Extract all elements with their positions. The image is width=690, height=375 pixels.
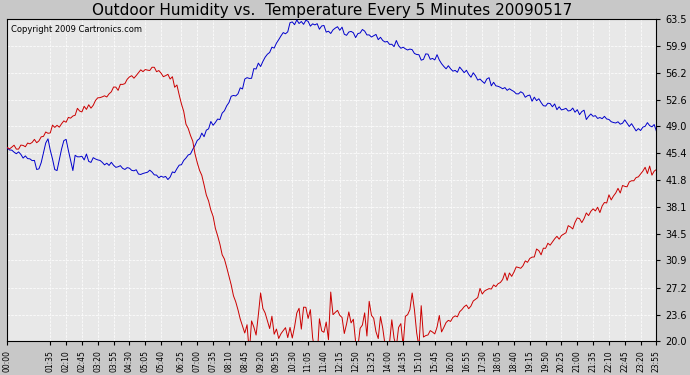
- Text: Copyright 2009 Cartronics.com: Copyright 2009 Cartronics.com: [10, 26, 141, 34]
- Title: Outdoor Humidity vs.  Temperature Every 5 Minutes 20090517: Outdoor Humidity vs. Temperature Every 5…: [92, 3, 572, 18]
